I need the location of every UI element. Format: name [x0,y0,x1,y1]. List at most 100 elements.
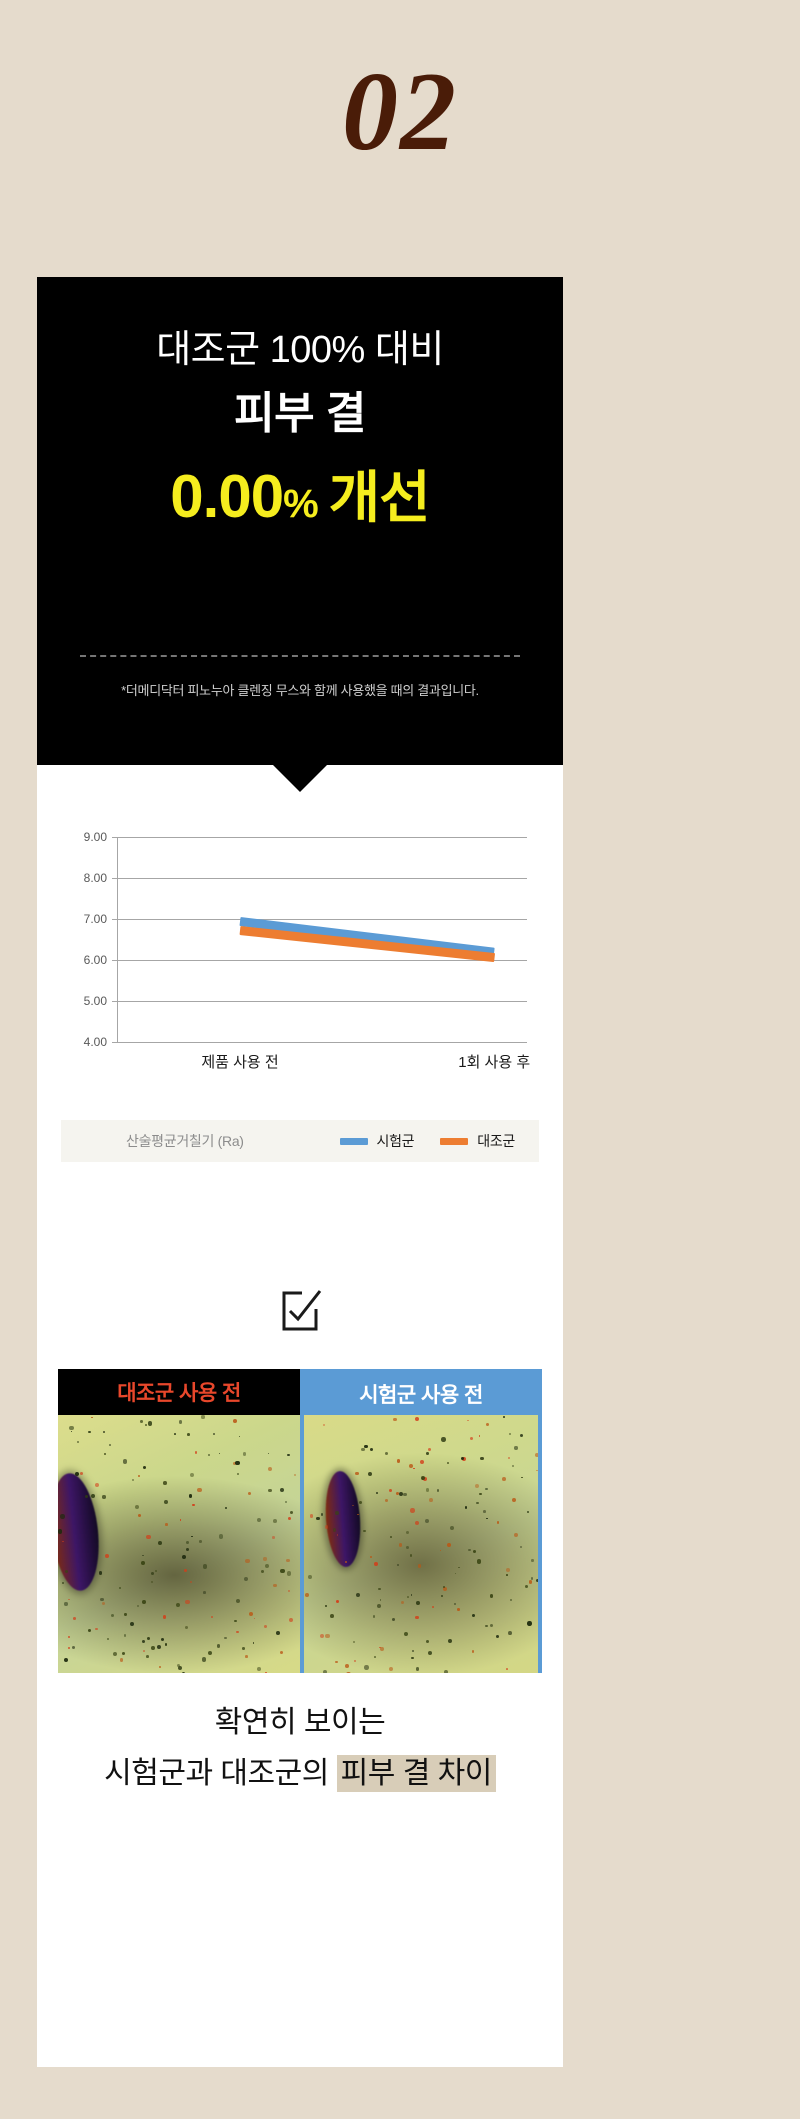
skin-speck [476,1502,479,1505]
skin-speck [436,1489,439,1492]
skin-speck [458,1566,460,1569]
skin-speck [141,1599,146,1604]
skin-speck [232,1462,237,1466]
skin-speck [527,1621,532,1626]
legend-swatch [339,1137,368,1145]
skin-speck [90,1416,93,1419]
skin-speck [405,1530,410,1535]
skin-speck [480,1456,484,1461]
skin-speck [158,1540,162,1545]
chart-plot-area: 9.00 8.00 7.00 6.00 5.00 4.00 [84,830,527,1049]
skin-speck [95,1627,98,1631]
chart-y-tick-label: 9.00 [83,830,107,844]
skin-speck [471,1650,474,1653]
skin-speck [140,1420,144,1424]
skin-speck [396,1563,399,1566]
skin-speck [507,1631,512,1636]
skin-speck [471,1613,475,1618]
skin-speck [519,1546,522,1549]
skin-speck [410,1594,413,1597]
skin-speck [150,1581,153,1584]
skin-speck [352,1504,354,1507]
skin-speck [141,1639,145,1643]
skin-speck [268,1467,273,1472]
skin-speck [416,1601,420,1605]
skin-speck [354,1659,357,1662]
skin-speck [289,1510,294,1514]
skin-speck [483,1509,487,1513]
skin-speck [514,1446,518,1450]
skin-speck [513,1533,518,1538]
chart-gridline [117,919,527,920]
skin-speck [412,1467,415,1470]
skin-speck [164,1642,168,1646]
skin-speck [385,1452,389,1456]
skin-speck [61,1540,64,1543]
skin-speck [403,1632,409,1637]
skin-speck [372,1615,376,1618]
skin-speck [67,1635,71,1639]
hero-value: 0.00 [170,463,284,530]
skin-speck [189,1494,193,1498]
photo-test: 시험군 사용 전 [300,1369,542,1673]
skin-speck [176,1663,180,1667]
skin-speck [467,1419,469,1422]
skin-speck [74,1471,80,1477]
skin-speck [106,1638,109,1641]
skin-speck [273,1584,277,1588]
skin-speck [535,1579,538,1583]
skin-speck [447,1462,449,1465]
chart-y-tick-label: 4.00 [83,1035,107,1049]
skin-speck [192,1503,195,1507]
skin-speck [519,1434,523,1438]
skin-speck [94,1483,99,1488]
skin-speck [286,1558,290,1563]
skin-speck [511,1464,514,1468]
skin-speck [464,1506,468,1509]
skin-speck [392,1618,396,1622]
skin-speck [403,1492,407,1496]
skin-speck [345,1663,350,1668]
skin-speck [213,1433,215,1436]
skin-speck [308,1575,312,1579]
skin-speck [479,1492,482,1496]
skin-speck [446,1542,451,1547]
skin-speck [121,1652,125,1656]
comparison-photos: 대조군 사용 전 시험군 사용 전 [58,1369,542,1673]
skin-speck [358,1500,362,1504]
photo-test-image [304,1415,538,1673]
skin-speck [357,1513,360,1516]
skin-speck [415,1667,420,1671]
skin-speck [199,1539,202,1543]
skin-speck [151,1646,156,1650]
skin-speck [335,1660,338,1663]
skin-speck [245,1559,250,1564]
photo-control-caption: 대조군 사용 전 [58,1369,300,1415]
skin-speck [476,1559,482,1564]
skin-speck [163,1615,167,1619]
skin-speck [521,1476,523,1479]
skin-speck [362,1529,366,1533]
skin-speck [369,1555,372,1559]
skin-speck [268,1488,273,1493]
skin-speck [123,1459,128,1464]
legend-items: 시험군 대조군 [339,1131,515,1151]
chart-gridline [117,878,527,879]
skin-speck [336,1600,340,1604]
hero-improve-word: 개선 [328,466,431,529]
chart-tick [112,1001,117,1002]
skin-speck [390,1535,392,1538]
skin-speck [441,1437,446,1442]
skin-speck [442,1586,447,1591]
skin-speck [253,1617,256,1620]
hero-footnote: *더메디닥터 피노누아 클렌징 무스와 함께 사용했을 때의 결과입니다. [121,683,479,698]
skin-speck [157,1644,162,1649]
skin-speck [536,1469,538,1472]
skin-speck [223,1636,227,1640]
legend-item: 시험군 [339,1131,415,1151]
skin-speck [109,1443,111,1446]
skin-speck [485,1624,488,1628]
conclusion-prefix: 시험군과 대조군의 [104,1757,337,1790]
skin-speck [263,1624,268,1629]
skin-speck [367,1472,372,1477]
